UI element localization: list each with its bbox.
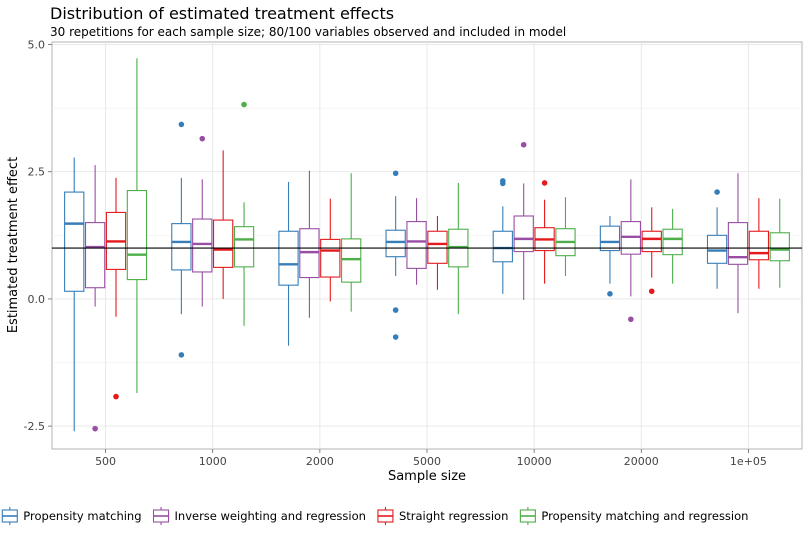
box-inverse-weighting-and-regression-5000 (406, 198, 427, 285)
box-inverse-weighting-and-regression-1000 (192, 135, 213, 307)
box-propensity-matching-1e+05 (706, 189, 728, 289)
box-propensity-matching-and-regression-2000 (341, 173, 362, 312)
outlier-point (648, 288, 655, 295)
box-straight-regression-1e+05 (748, 198, 770, 289)
box-straight-regression-10000 (534, 180, 555, 284)
box-body (769, 232, 790, 262)
x-tick-label: 1e+05 (730, 455, 767, 468)
box-body (513, 215, 534, 253)
outlier-point (199, 135, 206, 142)
boxes (64, 58, 790, 432)
chart-title: Distribution of estimated treatment effe… (50, 4, 394, 23)
x-tick-label: 10000 (517, 455, 552, 468)
box-straight-regression-5000 (427, 215, 448, 290)
box-inverse-weighting-and-regression-1e+05 (727, 173, 749, 314)
outlier-point (541, 180, 548, 186)
box-propensity-matching-and-regression-1000 (233, 101, 255, 326)
box-body (64, 191, 85, 292)
box-inverse-weighting-and-regression-20000 (620, 179, 642, 323)
y-tick-label: 5.0 (28, 39, 46, 52)
box-body (126, 190, 148, 281)
outlier-point (178, 121, 185, 128)
box-straight-regression-20000 (641, 207, 662, 295)
box-inverse-weighting-and-regression-10000 (513, 141, 534, 300)
y-tick-label: -2.5 (24, 420, 45, 433)
box-body (84, 222, 106, 289)
x-tick-label: 2000 (306, 455, 334, 468)
y-axis-title: Estimated treatment effect (6, 157, 21, 333)
box-propensity-matching-500 (64, 157, 85, 432)
outlier-point (714, 189, 720, 195)
box-propensity-matching-1000 (171, 121, 192, 358)
box-body (427, 230, 448, 264)
outlier-point (607, 291, 613, 297)
outlier-point (92, 425, 98, 432)
box-body (662, 228, 683, 256)
box-body (171, 223, 192, 271)
legend-label: Propensity matching and regression (541, 509, 748, 523)
box-inverse-weighting-and-regression-500 (84, 165, 106, 432)
box-straight-regression-1000 (213, 150, 234, 299)
y-tick-label: 2.5 (28, 166, 46, 179)
box-body (727, 222, 749, 265)
box-straight-regression-500 (105, 177, 127, 400)
legend-label: Straight regression (399, 509, 508, 523)
outlier-point (520, 141, 527, 148)
outlier-point (178, 352, 185, 358)
outlier-point (113, 393, 119, 400)
box-body (213, 219, 234, 268)
x-tick-label: 500 (95, 455, 116, 468)
box-body (341, 238, 362, 283)
box-propensity-matching-and-regression-10000 (555, 197, 576, 277)
box-propensity-matching-5000 (385, 170, 406, 340)
box-body (406, 221, 427, 269)
outlier-point (500, 180, 506, 187)
box-body (278, 230, 299, 286)
outlier-point (392, 307, 399, 313)
box-body (233, 226, 255, 268)
box-propensity-matching-and-regression-1e+05 (769, 198, 790, 288)
box-inverse-weighting-and-regression-2000 (299, 170, 320, 318)
legend: Propensity matching Inverse weighting and… (1, 507, 748, 525)
box-body (385, 229, 406, 258)
box-straight-regression-2000 (320, 198, 341, 302)
box-body (748, 230, 770, 261)
outlier-point (392, 334, 399, 340)
y-tick-label: 0.0 (28, 293, 46, 306)
box-body (641, 230, 662, 253)
box-propensity-matching-and-regression-500 (126, 58, 148, 394)
box-propensity-matching-2000 (278, 181, 299, 346)
box-body (599, 225, 621, 252)
x-axis-title: Sample size (388, 469, 466, 484)
outlier-point (241, 101, 247, 108)
x-tick-label: 5000 (413, 455, 441, 468)
box-propensity-matching-and-regression-5000 (448, 182, 469, 315)
x-tick-label: 1000 (199, 455, 227, 468)
box-body (192, 218, 213, 273)
outlier-point (392, 170, 399, 177)
legend-label: Propensity matching (23, 509, 141, 523)
box-body (492, 230, 513, 263)
box-propensity-matching-20000 (599, 215, 621, 297)
x-tick-label: 20000 (624, 455, 659, 468)
x-axis-ticks: 500 1000 2000 5000 10000 20000 1e+05 (95, 449, 767, 468)
y-axis-ticks: -2.5 0.0 2.5 5.0 (24, 39, 52, 433)
box-body (706, 234, 728, 264)
outlier-point (628, 316, 634, 323)
legend-label: Inverse weighting and regression (175, 509, 366, 523)
chart-subtitle: 30 repetitions for each sample size; 80/… (50, 25, 566, 39)
box-body (320, 238, 341, 278)
